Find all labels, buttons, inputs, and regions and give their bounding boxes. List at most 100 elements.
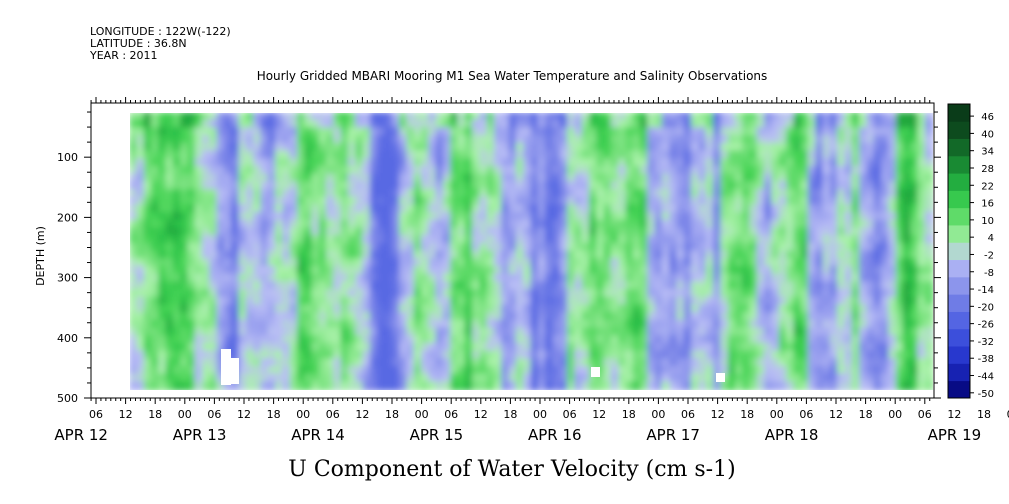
heatmap-cell bbox=[399, 212, 409, 222]
heatmap-cell bbox=[209, 327, 219, 338]
colorbar-bin bbox=[948, 190, 970, 209]
heatmap-cell bbox=[391, 281, 402, 291]
heatmap-cell bbox=[800, 281, 810, 291]
heatmap-cell bbox=[640, 212, 650, 222]
heatmap-cell bbox=[202, 312, 212, 322]
heatmap-cell bbox=[530, 181, 540, 191]
heatmap-cell bbox=[282, 250, 292, 261]
heatmap-cell bbox=[749, 281, 759, 291]
heatmap-cell bbox=[771, 173, 781, 184]
heatmap-cell bbox=[764, 235, 774, 245]
heatmap-cell bbox=[771, 335, 781, 345]
heatmap-cell bbox=[158, 304, 168, 315]
heatmap-cell bbox=[530, 212, 540, 222]
heatmap-cell bbox=[676, 196, 686, 207]
heatmap-cell bbox=[296, 173, 307, 184]
heatmap-cell bbox=[311, 173, 321, 184]
heatmap-cell bbox=[734, 127, 745, 138]
heatmap-cell bbox=[136, 296, 146, 307]
heatmap-cell bbox=[340, 304, 350, 315]
heatmap-cell bbox=[318, 288, 329, 299]
heatmap-cell bbox=[844, 127, 854, 138]
heatmap-cell bbox=[807, 196, 818, 207]
heatmap-cell bbox=[902, 281, 913, 291]
heatmap-cell bbox=[311, 342, 321, 353]
heatmap-cell bbox=[486, 165, 496, 176]
heatmap-cell bbox=[209, 258, 219, 268]
heatmap-cell bbox=[362, 327, 372, 338]
heatmap-cell bbox=[910, 142, 920, 153]
heatmap-cell bbox=[924, 288, 933, 299]
heatmap-cell bbox=[654, 327, 664, 338]
heatmap-cell bbox=[362, 173, 372, 184]
heatmap-cell bbox=[333, 188, 343, 199]
heatmap-cell bbox=[640, 273, 650, 284]
heatmap-cell bbox=[523, 350, 533, 361]
heatmap-cell bbox=[625, 127, 635, 138]
heatmap-cell bbox=[895, 219, 905, 230]
heatmap-cell bbox=[340, 327, 350, 338]
heatmap-cell bbox=[180, 119, 190, 130]
heatmap-cell bbox=[800, 119, 810, 130]
heatmap-cell bbox=[588, 135, 599, 145]
heatmap-cell bbox=[282, 227, 292, 238]
heatmap-cell bbox=[807, 142, 818, 153]
heatmap-cell bbox=[391, 127, 402, 138]
heatmap-cell bbox=[683, 135, 694, 145]
heatmap-cell bbox=[859, 358, 869, 368]
heatmap-cell bbox=[669, 327, 679, 338]
heatmap-cell bbox=[282, 242, 292, 253]
heatmap-cell bbox=[289, 304, 299, 315]
heatmap-cell bbox=[661, 342, 672, 353]
heatmap-cell bbox=[734, 342, 745, 353]
heatmap-cell bbox=[289, 273, 299, 284]
depth-tick-label: 500 bbox=[57, 392, 78, 405]
heatmap-cell bbox=[734, 173, 745, 184]
heatmap-cell bbox=[683, 335, 694, 345]
heatmap-cell bbox=[895, 127, 905, 138]
heatmap-cell bbox=[705, 373, 715, 384]
heatmap-cell bbox=[654, 181, 664, 191]
heatmap-cell bbox=[596, 335, 606, 345]
heatmap-cell bbox=[588, 181, 599, 191]
heatmap-cell bbox=[873, 381, 883, 390]
heatmap-cell bbox=[603, 265, 613, 276]
heatmap-cell bbox=[348, 358, 358, 368]
heatmap-cell bbox=[844, 158, 854, 168]
heatmap-cell bbox=[472, 327, 482, 338]
heatmap-cell bbox=[289, 342, 299, 353]
heatmap-cell bbox=[596, 265, 606, 276]
heatmap-cell bbox=[180, 181, 190, 191]
heatmap-cell bbox=[180, 265, 190, 276]
heatmap-cell bbox=[143, 296, 153, 307]
heatmap-cell bbox=[501, 319, 511, 330]
heatmap-cell bbox=[778, 219, 788, 230]
heatmap-cell bbox=[464, 296, 475, 307]
date-label: APR 19 bbox=[928, 426, 982, 444]
heatmap-cell bbox=[362, 365, 372, 376]
heatmap-cell bbox=[275, 188, 285, 199]
heatmap-cell bbox=[683, 273, 694, 284]
heatmap-cell bbox=[457, 350, 467, 361]
heatmap-cell bbox=[793, 150, 803, 161]
heatmap-cell bbox=[282, 312, 292, 322]
heatmap-cell bbox=[413, 381, 423, 390]
heatmap-cell bbox=[238, 158, 248, 168]
heatmap-cell bbox=[713, 350, 723, 361]
heatmap-cell bbox=[457, 173, 467, 184]
heatmap-cell bbox=[421, 127, 431, 138]
heatmap-cell bbox=[530, 173, 540, 184]
heatmap-cell bbox=[837, 250, 847, 261]
heatmap-cell bbox=[494, 288, 504, 299]
heatmap-cell bbox=[676, 327, 686, 338]
heatmap-cell bbox=[501, 312, 511, 322]
heatmap-cell bbox=[661, 281, 672, 291]
heatmap-cell bbox=[384, 335, 394, 345]
heatmap-cell bbox=[537, 113, 548, 122]
heatmap-cell bbox=[508, 204, 518, 215]
heatmap-cell bbox=[676, 365, 686, 376]
heatmap-cell bbox=[377, 188, 387, 199]
heatmap-cell bbox=[413, 113, 423, 122]
heatmap-cell bbox=[640, 227, 650, 238]
heatmap-cell bbox=[238, 150, 248, 161]
